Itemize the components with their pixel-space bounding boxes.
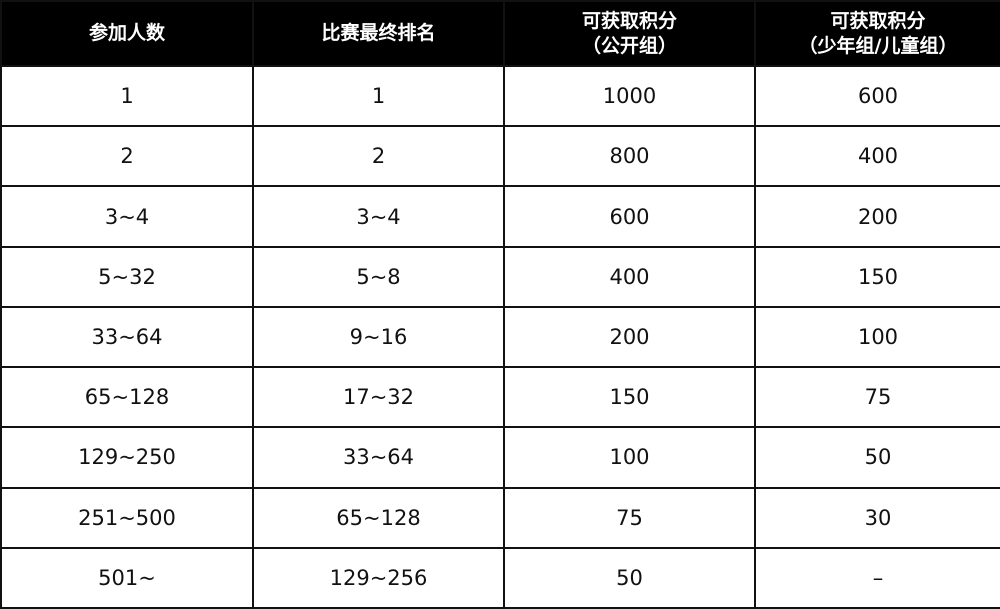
table-row: 65~128 17~32 150 75 [0,366,1000,429]
cell-points-youth: 600 [754,64,1000,128]
cell-points-open: 400 [503,245,756,308]
table-row: 129~250 33~64 100 50 [0,426,1000,489]
cell-participants: 2 [0,125,254,188]
cell-points-open: 150 [503,366,756,429]
cell-final-rank: 3~4 [252,185,505,248]
table-row: 501~ 129~256 50– [0,546,1000,609]
header-points-youth: 可获取积分 （少年组/儿童组） [754,0,1000,67]
cell-participants: 251~500 [0,486,254,549]
cell-final-rank: 5~8 [252,245,505,308]
header-participants: 参加人数 [0,0,254,67]
table-row: 5~32 5~8 400 150 [0,245,1000,308]
table-row: 1 1 1000 600 [0,64,1000,128]
cell-final-rank: 65~128 [252,486,505,549]
cell-participants: 3~4 [0,185,254,248]
cell-final-rank: 9~16 [252,305,505,369]
header-line1: 可获取积分 [830,9,926,32]
cell-final-rank: 33~64 [252,426,505,489]
cell-points-youth: 200 [754,185,1000,248]
header-line1: 参加人数 [88,22,165,44]
header-final-rank: 比赛最终排名 [252,0,505,67]
cell-points-open: 200 [503,305,756,369]
cell-points-open: 1000 [503,64,756,128]
cell-participants: 501~ [0,546,254,609]
cell-participants: 5~32 [0,245,254,308]
header-row: 参加人数 比赛最终排名 可获取积分 （公开组） 可获取积分 （少年组/儿童组） [0,0,1000,67]
cell-final-rank: 2 [252,125,505,188]
table-row: 251~500 65~128 75 30 [0,486,1000,549]
header-line1: 比赛最终排名 [321,22,436,44]
table-row: 33~64 9~16 200 100 [0,305,1000,369]
cell-participants: 129~250 [0,426,254,489]
cell-points-youth: – [754,546,1000,609]
cell-final-rank: 129~256 [252,546,505,609]
cell-participants: 65~128 [0,366,254,429]
cell-points-youth: 50 [754,426,1000,489]
cell-points-youth: 400 [754,125,1000,188]
cell-points-youth: 100 [754,305,1000,369]
table-row: 3~4 3~4 600 200 [0,185,1000,248]
cell-points-youth: 150 [754,245,1000,308]
cell-final-rank: 1 [252,64,505,128]
cell-points-open: 75 [503,486,756,549]
header-points-open: 可获取积分 （公开组） [503,0,756,67]
table-body: 1 1 1000 600 2 2 800 400 3~4 3~4 600 200 5~32 5~8 400 1… [0,64,1000,609]
cell-points-open: 100 [503,426,756,489]
header-line1: 可获取积分 [581,9,677,32]
cell-participants: 1 [0,64,254,128]
cell-points-open: 600 [503,185,756,248]
header-line2: （少年组/儿童组） [798,34,958,57]
table-row: 2 2 800 400 [0,125,1000,188]
cell-final-rank: 17~32 [252,366,505,429]
cell-points-youth: 75 [754,366,1000,429]
cell-points-open: 800 [503,125,756,188]
header-line2: （公开组） [581,34,677,57]
cell-points-youth: 30 [754,486,1000,549]
cell-participants: 33~64 [0,305,254,369]
cell-points-open: 50 [503,546,756,609]
